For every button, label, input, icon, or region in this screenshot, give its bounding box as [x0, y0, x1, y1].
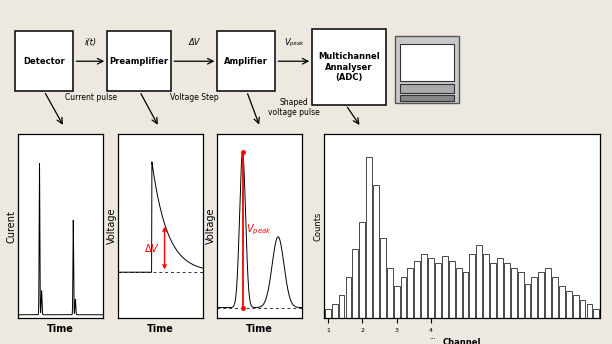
FancyBboxPatch shape	[400, 84, 454, 93]
Bar	[559, 286, 565, 318]
FancyBboxPatch shape	[400, 44, 454, 81]
Y-axis label: Counts: Counts	[314, 212, 323, 241]
Bar	[401, 277, 406, 318]
Bar	[497, 258, 503, 318]
Text: $V_{peak}$: $V_{peak}$	[246, 223, 272, 237]
Bar	[428, 258, 434, 318]
X-axis label: Time: Time	[246, 324, 273, 334]
Text: Vₚₑₐₖ: Vₚₑₐₖ	[284, 39, 304, 47]
Bar	[456, 268, 461, 318]
Bar	[380, 238, 386, 318]
Y-axis label: Voltage: Voltage	[106, 208, 117, 245]
Text: Shaped
voltage pulse: Shaped voltage pulse	[268, 98, 319, 117]
FancyBboxPatch shape	[312, 29, 386, 105]
Text: ΔV: ΔV	[189, 39, 200, 47]
FancyBboxPatch shape	[107, 31, 171, 91]
Text: Detector: Detector	[23, 56, 65, 66]
Bar	[504, 263, 510, 318]
X-axis label: Channel: Channel	[443, 338, 481, 344]
Bar	[483, 254, 489, 318]
Bar	[353, 249, 358, 318]
X-axis label: Time: Time	[147, 324, 174, 334]
Bar	[566, 291, 572, 318]
Bar	[366, 157, 372, 318]
Bar	[435, 263, 441, 318]
Bar	[511, 268, 517, 318]
Bar	[373, 185, 379, 318]
Bar	[359, 222, 365, 318]
Text: i(t): i(t)	[84, 39, 97, 47]
Bar	[442, 256, 448, 318]
FancyBboxPatch shape	[15, 31, 73, 91]
Text: Voltage Step: Voltage Step	[170, 93, 219, 102]
Bar	[490, 263, 496, 318]
FancyBboxPatch shape	[217, 31, 275, 91]
Bar	[580, 300, 586, 318]
X-axis label: Time: Time	[47, 324, 74, 334]
Bar	[332, 304, 338, 318]
Bar	[586, 304, 592, 318]
Text: $\Delta V$: $\Delta V$	[144, 242, 160, 254]
Bar	[338, 295, 345, 318]
Bar	[545, 268, 551, 318]
Bar	[421, 254, 427, 318]
Bar	[594, 309, 599, 318]
Bar	[346, 277, 351, 318]
Y-axis label: Curent: Curent	[7, 210, 17, 243]
Text: ...: ...	[429, 334, 436, 340]
Bar	[476, 245, 482, 318]
Bar	[463, 272, 468, 318]
Bar	[449, 261, 455, 318]
Bar	[524, 284, 531, 318]
Text: Current pulse: Current pulse	[65, 93, 116, 102]
Bar	[531, 277, 537, 318]
Bar	[325, 309, 330, 318]
Bar	[518, 272, 523, 318]
FancyBboxPatch shape	[400, 95, 454, 101]
Bar	[539, 272, 544, 318]
Bar	[394, 286, 400, 318]
Text: Amplifier: Amplifier	[225, 56, 268, 66]
Bar	[414, 261, 420, 318]
Bar	[387, 268, 393, 318]
Bar	[408, 268, 413, 318]
Y-axis label: Voltage: Voltage	[206, 208, 216, 245]
FancyBboxPatch shape	[395, 36, 459, 103]
Bar	[552, 277, 558, 318]
Bar	[469, 254, 476, 318]
Bar	[573, 295, 578, 318]
Text: Multichannel
Annalyser
(ADC): Multichannel Annalyser (ADC)	[318, 52, 379, 82]
Text: Preamplifier: Preamplifier	[110, 56, 169, 66]
